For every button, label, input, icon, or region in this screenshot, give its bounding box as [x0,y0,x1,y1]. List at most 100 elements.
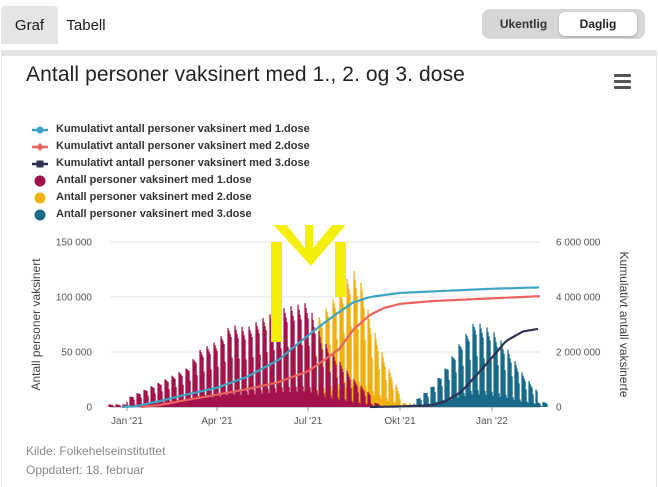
daily-bar [150,386,152,407]
daily-bar [465,333,467,407]
daily-bar [349,294,351,407]
daily-bar [466,336,468,407]
daily-bar [248,326,250,407]
daily-bar [534,404,536,407]
daily-bar [165,380,167,407]
daily-bar [454,359,456,407]
daily-bar [338,389,340,407]
daily-bar [397,391,399,407]
daily-bar [187,369,189,407]
daily-bar [211,394,213,407]
daily-bar [366,404,368,407]
tab-tabell[interactable]: Tabell [66,17,106,34]
daily-bar [484,390,486,407]
daily-bar [517,372,519,407]
hamburger-menu-icon[interactable] [614,74,632,90]
daily-bar [477,390,479,407]
daily-bar [345,388,347,407]
line-marker-icon [32,143,48,151]
daily-bar [358,381,360,407]
y-axis-title: Antall personer vaksinert [29,258,43,391]
daily-bar [530,385,532,407]
tab-graf[interactable]: Graf [1,6,58,44]
source-text: Kilde: Folkehelseinstituttet [26,444,166,458]
daily-bar [445,368,447,407]
daily-bar [426,393,428,407]
daily-bar [363,308,365,407]
y2-tick-label: 0 [556,403,562,414]
daily-bar [451,356,453,407]
cumulative-line [121,286,540,409]
daily-bar [136,393,138,407]
daily-bar [147,395,149,407]
daily-bar [504,369,506,407]
daily-bar [250,333,252,407]
daily-bar [265,330,267,407]
daily-bar [369,395,371,407]
daily-bar [419,398,421,407]
daily-bar [506,398,508,407]
daily-bar [259,354,261,407]
daily-bar [276,310,278,407]
daily-bar [291,310,293,407]
daily-bar [459,345,461,407]
daily-bar [536,391,538,407]
daily-bar [220,336,222,407]
daily-bar [202,357,204,407]
daily-bar [178,372,180,407]
daily-bar [467,338,469,407]
daily-bar [448,379,450,407]
daily-bar [152,387,154,407]
daily-bar [418,398,420,407]
daily-bar [507,349,509,407]
daily-bar [344,399,346,407]
daily-bar [312,320,314,407]
daily-bar [417,398,419,407]
daily-bar [375,339,377,407]
daily-bar [153,388,155,407]
daily-bar [475,334,477,407]
daily-bar [192,359,194,407]
daily-bar [392,389,394,407]
daily-bar [499,396,501,407]
x-tick-label: Jul '21 [294,416,323,427]
daily-bar [172,376,174,407]
daily-bar [288,386,290,407]
daily-bar [450,399,452,407]
daily-bar [303,391,305,407]
daily-bar [323,393,325,407]
daily-bar [320,343,322,407]
daily-bar [196,375,198,407]
weekly-toggle-button[interactable]: Ukentlig [499,17,548,31]
daily-bar [357,392,359,407]
daily-bar [482,337,484,407]
daily-bar [173,377,175,407]
daily-bar [118,404,120,407]
daily-bar [350,388,352,407]
daily-bar [480,328,482,407]
daily-bar [525,389,527,407]
daily-bar [520,401,522,407]
annotation-bar [271,242,282,342]
daily-bar [334,360,336,407]
daily-bar [468,341,470,407]
daily-bar [191,400,193,407]
daily-bar [497,365,499,407]
daily-bar [122,404,124,407]
vaccination-chart: 0 50 000 100 000 150 000 0 2 000 000 4 000 000… [29,225,631,427]
daily-bar [113,406,115,407]
daily-bar [268,393,270,407]
daily-bar [253,390,255,407]
daily-bar [365,403,367,407]
daily-toggle-button[interactable]: Daglig [559,12,637,36]
y-tick-label: 50 000 [61,348,92,359]
cumulative-line [140,295,541,409]
daily-bar [383,362,385,407]
daily-bar [489,340,491,407]
daily-bar [381,352,383,407]
daily-bar [279,324,281,407]
daily-bar [464,396,466,407]
daily-bar [324,397,326,407]
daily-bar [226,395,228,407]
daily-bar [238,358,240,407]
